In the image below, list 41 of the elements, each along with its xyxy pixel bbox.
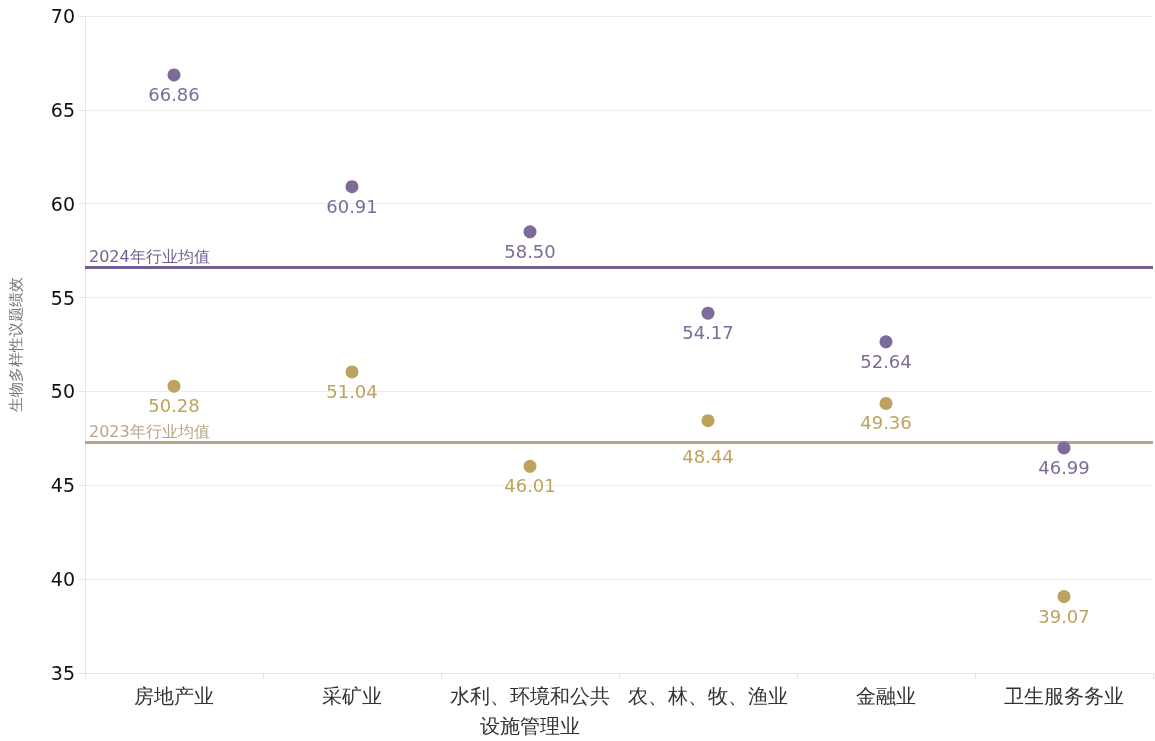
data-label: 49.36 xyxy=(860,412,912,434)
x-tick-label: 房地产业 xyxy=(134,684,214,708)
y-tick-label: 45 xyxy=(50,474,75,497)
point xyxy=(1057,441,1071,455)
point xyxy=(345,180,359,194)
point xyxy=(345,365,359,379)
data-label: 58.50 xyxy=(504,240,556,262)
point xyxy=(167,379,181,393)
data-label: 66.86 xyxy=(148,83,200,105)
data-label: 52.64 xyxy=(860,350,912,372)
point xyxy=(879,335,893,349)
x-tick-label: 卫生服务务业 xyxy=(1004,684,1124,708)
data-label: 48.44 xyxy=(682,445,734,467)
data-label: 54.17 xyxy=(682,322,734,344)
point xyxy=(879,396,893,410)
ref-line-label: 2024年行业均值 xyxy=(89,247,210,267)
x-tick-label: 金融业 xyxy=(856,684,916,708)
data-label: 46.01 xyxy=(504,475,556,497)
y-tick-label: 65 xyxy=(50,98,75,121)
y-tick-label: 50 xyxy=(50,380,75,403)
y-tick-label: 40 xyxy=(50,568,75,591)
ref-line-label: 2023年行业均值 xyxy=(89,421,210,441)
x-tick-label: 水利、环境和公共设施管理业 xyxy=(450,684,610,738)
data-label: 51.04 xyxy=(326,380,378,402)
x-tick-label: 农、林、牧、渔业 xyxy=(628,684,788,708)
data-label: 60.91 xyxy=(326,195,378,217)
data-label: 39.07 xyxy=(1038,605,1090,627)
x-tick-label: 采矿业 xyxy=(322,684,382,708)
point xyxy=(701,414,715,428)
point xyxy=(1057,590,1071,604)
data-label: 50.28 xyxy=(148,395,200,417)
y-tick-label: 35 xyxy=(50,662,75,684)
y-axis-title: 生物多样性议题绩效 xyxy=(6,277,25,412)
y-tick-label: 60 xyxy=(50,192,75,215)
point xyxy=(523,459,537,473)
point xyxy=(167,68,181,82)
data-label: 46.99 xyxy=(1038,456,1090,478)
point xyxy=(701,306,715,320)
point xyxy=(523,225,537,239)
y-tick-label: 55 xyxy=(50,286,75,309)
y-tick-label: 70 xyxy=(50,5,75,27)
